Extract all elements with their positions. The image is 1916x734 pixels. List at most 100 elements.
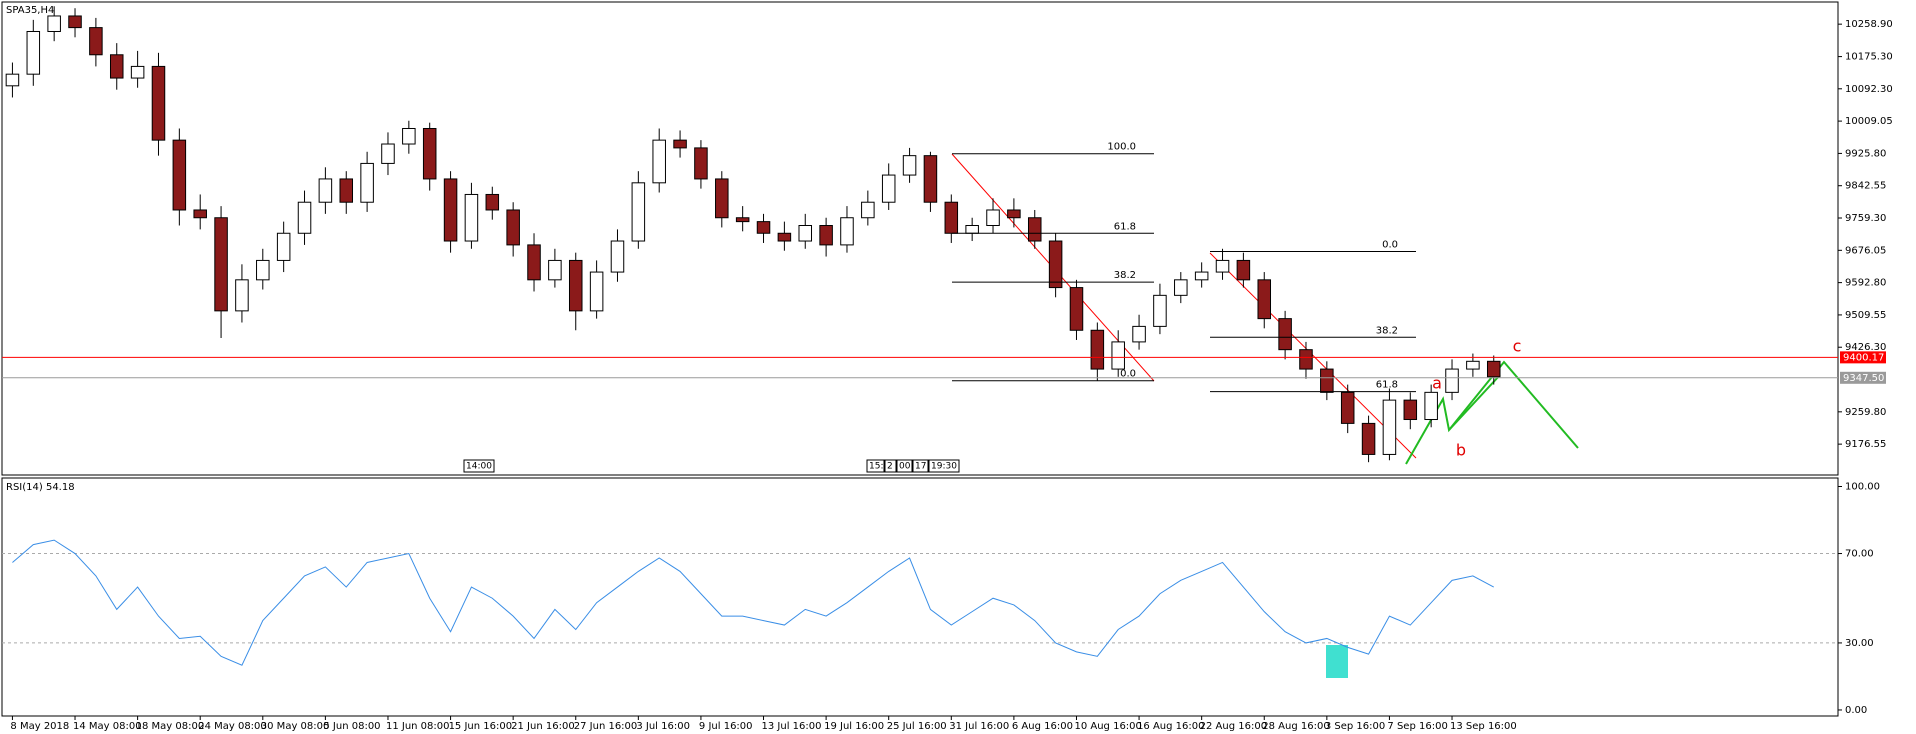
candle-body	[1236, 259, 1251, 281]
fib-label: 100.0	[1107, 142, 1136, 153]
candle-body	[777, 232, 792, 242]
candle-body	[130, 65, 145, 79]
candle-body	[1445, 368, 1459, 393]
time-marker: 2	[887, 462, 893, 472]
candle-body	[1486, 360, 1501, 378]
candle-body	[986, 209, 1000, 227]
time-marker: 14:00	[466, 462, 492, 472]
x-tick-label: 7 Sep 16:00	[1387, 721, 1447, 732]
price-tag	[1840, 351, 1886, 364]
candle-body	[715, 178, 729, 219]
y-tick-label: 9676.05	[1845, 245, 1886, 256]
y-tick-label: 30.00	[1845, 638, 1874, 649]
x-tick-label: 5 Jun 08:00	[323, 721, 380, 732]
fib-label: 0.0	[1120, 369, 1136, 380]
x-tick-label: 10 Aug 16:00	[1074, 721, 1141, 732]
rsi-line	[12, 539, 1494, 666]
candle-body	[1174, 279, 1188, 296]
candle-body	[89, 27, 103, 56]
chart-title: SPA35,H4	[6, 5, 54, 16]
candle-body	[1403, 399, 1418, 421]
candle-body	[1257, 279, 1272, 320]
candle-body	[1299, 349, 1313, 370]
y-tick-label: 9925.80	[1845, 148, 1886, 159]
candle-body	[1007, 209, 1021, 219]
candle-body	[276, 232, 291, 261]
y-tick-label: 9759.30	[1845, 213, 1886, 224]
x-tick-label: 27 Jun 16:00	[574, 721, 638, 732]
candle-body	[1340, 391, 1355, 424]
candle-body	[1048, 240, 1063, 289]
candle-body	[1132, 325, 1146, 343]
candle-body	[881, 174, 896, 203]
fib-label: 38.2	[1376, 325, 1398, 336]
candle-body	[297, 201, 312, 234]
candle-body	[1278, 318, 1292, 351]
x-tick-label: 28 Aug 16:00	[1262, 721, 1329, 732]
candle-body	[402, 127, 416, 145]
time-marker: 15:	[869, 462, 883, 472]
rsi-title: RSI(14) 54.18	[6, 482, 75, 493]
x-tick-label: 30 May 08:00	[261, 721, 330, 732]
candle-body	[527, 244, 541, 281]
candle-body	[1361, 422, 1376, 455]
fib-label: 0.0	[1382, 239, 1398, 250]
rsi-oversold-highlight	[1326, 645, 1348, 678]
candle-body	[193, 209, 207, 219]
wave-label: a	[1432, 374, 1442, 393]
candle-body	[235, 279, 249, 312]
candle-body	[944, 201, 959, 234]
x-tick-label: 21 Jun 16:00	[511, 721, 575, 732]
candle-body	[861, 201, 875, 219]
candle-body	[422, 127, 437, 180]
x-tick-label: 11 Jun 08:00	[386, 721, 450, 732]
candle-body	[485, 193, 500, 211]
wave-label: b	[1456, 441, 1466, 460]
candle-body	[1069, 287, 1084, 331]
x-tick-label: 16 Aug 16:00	[1137, 721, 1204, 732]
candle-body	[1466, 360, 1480, 370]
candle-body	[256, 259, 270, 281]
candle-body	[631, 182, 646, 242]
y-tick-label: 10175.30	[1845, 52, 1893, 63]
y-tick-label: 10258.90	[1845, 19, 1893, 30]
candle-body	[172, 139, 187, 211]
time-marker-box	[463, 459, 495, 473]
candle-body	[548, 259, 562, 281]
candle-body	[1424, 391, 1438, 421]
candle-body	[26, 30, 41, 75]
x-tick-label: 3 Sep 16:00	[1325, 721, 1385, 732]
x-tick-label: 25 Jul 16:00	[887, 721, 947, 732]
candle-body	[443, 178, 458, 242]
x-tick-label: 18 May 08:00	[136, 721, 205, 732]
candle-body	[1194, 271, 1209, 281]
candle-body	[109, 54, 124, 79]
candle-body	[1153, 294, 1167, 327]
time-marker-box	[866, 459, 885, 473]
x-tick-label: 9 Jul 16:00	[699, 721, 753, 732]
x-tick-label: 6 Aug 16:00	[1012, 721, 1073, 732]
y-tick-label: 9509.55	[1845, 310, 1886, 321]
x-tick-label: 14 May 08:00	[73, 721, 142, 732]
wave-label: c	[1513, 337, 1522, 356]
x-tick-label: 24 May 08:00	[198, 721, 267, 732]
price-tag	[1840, 371, 1886, 384]
price-tag-label: 9347.50	[1843, 373, 1884, 384]
candle-body	[339, 178, 354, 203]
time-marker: 17	[915, 462, 926, 472]
y-tick-label: 9259.80	[1845, 407, 1886, 418]
time-marker: 00	[899, 462, 911, 472]
time-marker-box	[884, 459, 897, 473]
x-tick-label: 31 Jul 16:00	[949, 721, 1009, 732]
candle-body	[68, 15, 82, 29]
fib-trend-line	[1209, 252, 1417, 459]
candle-body	[673, 139, 687, 149]
y-tick-label: 70.00	[1845, 549, 1874, 560]
time-marker-box	[912, 459, 929, 473]
candle-body	[47, 15, 61, 32]
x-tick-label: 19 Jul 16:00	[824, 721, 884, 732]
candle-body	[589, 271, 604, 312]
candle-body	[1320, 368, 1334, 393]
candle-body	[1090, 329, 1105, 370]
